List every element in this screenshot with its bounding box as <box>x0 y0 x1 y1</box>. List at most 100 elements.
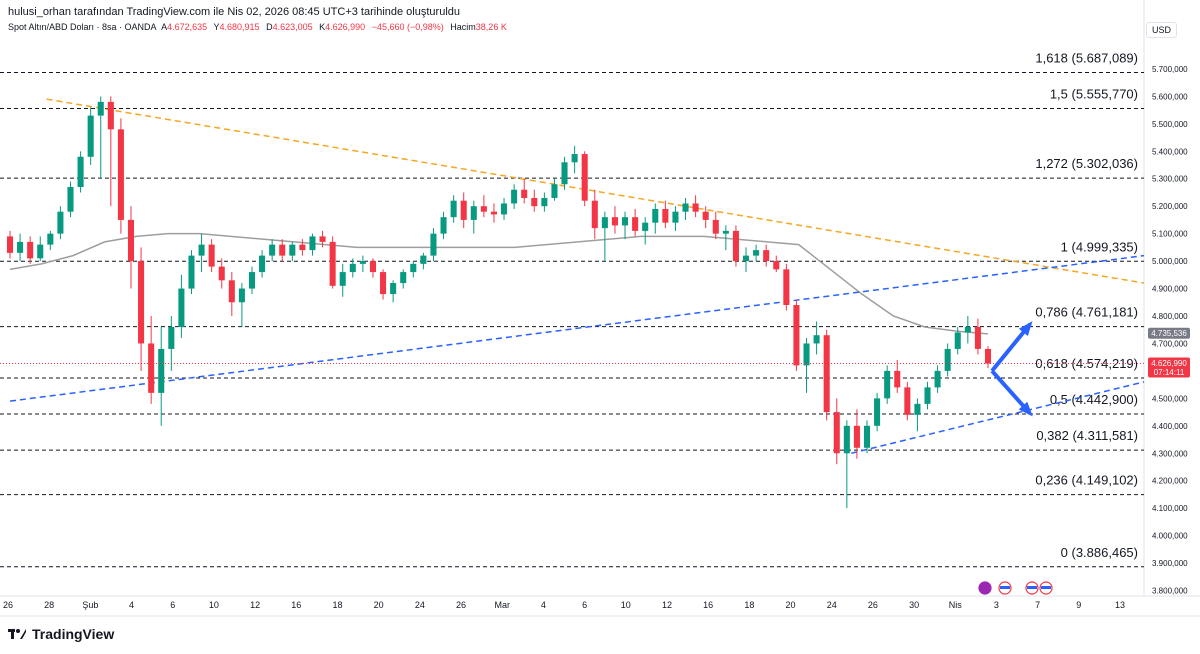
price-badge <box>1148 327 1190 339</box>
candle-body <box>964 326 971 333</box>
candle-body <box>238 288 245 303</box>
candle-body <box>178 288 185 327</box>
fib-level-label: 1,5 (5.555,770) <box>1050 87 1138 102</box>
fib-level-label: 0,5 (4.442,900) <box>1050 392 1138 407</box>
x-tick-label: 10 <box>621 600 631 610</box>
candle-body <box>198 244 205 256</box>
attribution-text: hulusi_orhan tarafından TradingView.com … <box>8 6 460 18</box>
tradingview-logo[interactable]: TradingView <box>8 626 114 642</box>
x-tick-label: 4 <box>129 600 134 610</box>
candle-body <box>944 348 951 371</box>
trendline-orange-resistance <box>46 98 1145 284</box>
candle-body <box>954 332 961 349</box>
candle-body <box>934 370 941 388</box>
candle-body <box>369 261 376 273</box>
candle-body <box>107 101 114 130</box>
candle-body <box>884 370 891 399</box>
x-tick-label: 3 <box>994 600 999 610</box>
candle-body <box>853 425 860 448</box>
candle-body <box>571 154 578 163</box>
candle-body <box>87 115 94 157</box>
price-change: −45,660 (−0,98%) <box>371 22 444 32</box>
candle-body <box>803 343 810 366</box>
candle-body <box>47 233 54 245</box>
fib-level-label: 1,618 (5.687,089) <box>1035 50 1138 65</box>
x-tick-label: Şub <box>82 600 98 610</box>
candle-body <box>874 398 881 426</box>
fib-level-label: 0,382 (4.311,581) <box>1036 428 1138 443</box>
candle-body <box>813 335 820 344</box>
fib-level-label: 1 (4.999,335) <box>1061 239 1138 254</box>
candle-body <box>561 162 568 185</box>
candle-body <box>753 250 760 256</box>
x-tick-label: 24 <box>827 600 837 610</box>
candle-body <box>259 255 266 273</box>
candle-body <box>763 250 770 262</box>
candle-body <box>521 189 528 198</box>
x-tick-label: 16 <box>703 600 713 610</box>
price-badge-countdown: 07:14:11 <box>1154 368 1185 377</box>
candle-body <box>400 272 407 284</box>
candle-body <box>642 222 649 231</box>
candle-body <box>440 217 447 234</box>
candle-body <box>783 269 790 306</box>
candle-body <box>773 261 780 270</box>
x-tick-label: Nis <box>949 600 962 610</box>
x-tick-label: 9 <box>1076 600 1081 610</box>
y-tick-label: 5.700,000 <box>1152 65 1188 74</box>
y-tick-label: 4.000,000 <box>1152 532 1188 541</box>
x-tick-label: 26 <box>868 600 878 610</box>
candle-body <box>380 272 387 295</box>
candle-body <box>541 197 548 207</box>
brand-name: TradingView <box>32 626 115 642</box>
y-tick-label: 4.300,000 <box>1152 449 1188 458</box>
candle-body <box>712 219 719 234</box>
candle-body <box>410 263 417 273</box>
candle-body <box>228 280 235 303</box>
candle-body <box>97 101 104 116</box>
candle-body <box>339 272 346 286</box>
candle-body <box>208 244 215 267</box>
candle-body <box>57 211 64 234</box>
fib-level-label: 0,786 (4.761,181) <box>1035 305 1138 320</box>
candle-body <box>652 208 659 223</box>
x-tick-label: 6 <box>582 600 587 610</box>
candle-body <box>359 261 366 264</box>
x-tick-label: 26 <box>3 600 13 610</box>
candle-body <box>722 230 729 234</box>
x-tick-label: 30 <box>909 600 919 610</box>
candle-body <box>662 208 669 223</box>
candle-body <box>17 241 24 253</box>
y-tick-label: 5.500,000 <box>1152 120 1188 129</box>
x-tick-label: 10 <box>209 600 219 610</box>
candle-body <box>984 348 992 364</box>
ohlc-high: Y4.680,915 <box>213 22 260 32</box>
candle-body <box>672 211 679 223</box>
x-tick-label: 18 <box>332 600 342 610</box>
symbol-name[interactable]: Spot Altın/ABD Doları · 8sa · OANDA <box>8 22 157 32</box>
trendline-blue-upper <box>9 254 1145 402</box>
tradingview-logo-icon <box>8 627 28 641</box>
currency-button[interactable]: USD <box>1146 22 1178 38</box>
y-tick-label: 5.400,000 <box>1152 147 1188 156</box>
y-tick-label: 4.100,000 <box>1152 504 1188 513</box>
candle-body <box>299 244 306 251</box>
candle-body <box>279 244 286 256</box>
y-tick-label: 4.700,000 <box>1152 339 1188 348</box>
candle-body <box>460 200 467 220</box>
candle-body <box>67 186 74 212</box>
candle-body <box>37 244 44 259</box>
candle-body <box>420 255 427 264</box>
y-tick-label: 5.600,000 <box>1152 92 1188 101</box>
candle-body <box>793 305 800 366</box>
x-tick-label: 4 <box>541 600 546 610</box>
candle-body <box>329 241 336 286</box>
x-tick-label: 18 <box>744 600 754 610</box>
y-tick-label: 4.900,000 <box>1152 285 1188 294</box>
y-tick-label: 5.300,000 <box>1152 175 1188 184</box>
y-tick-label: 5.000,000 <box>1152 257 1188 266</box>
candle-body <box>551 184 558 198</box>
candle-body <box>894 370 901 388</box>
candle-body <box>127 219 135 262</box>
